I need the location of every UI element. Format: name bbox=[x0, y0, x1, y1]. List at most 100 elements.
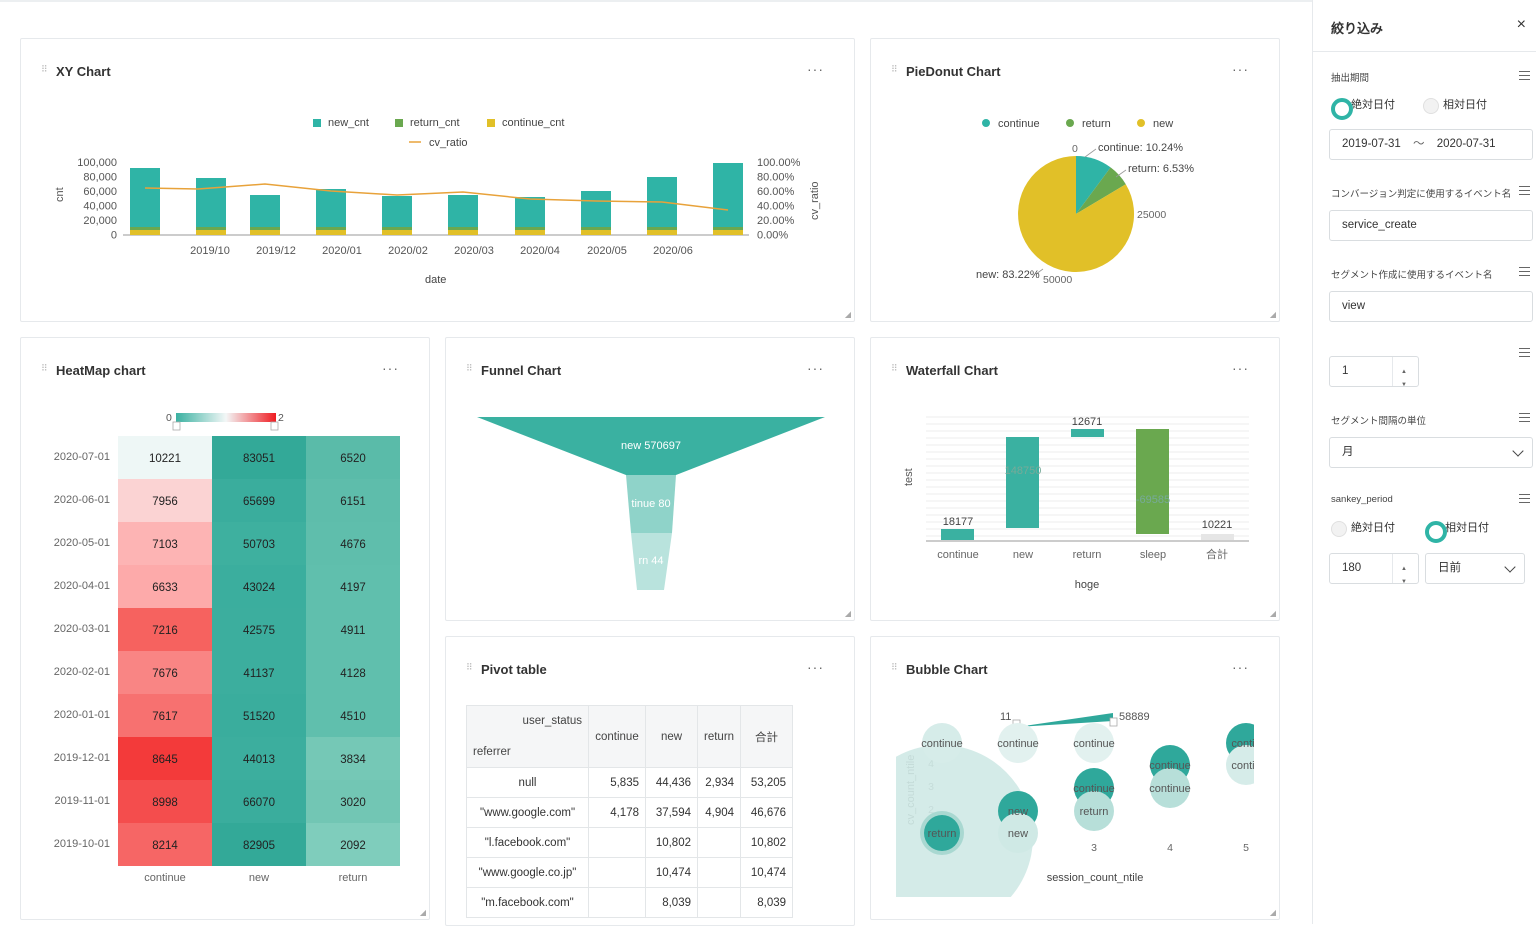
heat-cell[interactable] bbox=[212, 651, 306, 694]
radio-absolute-date[interactable]: 絶対日付 bbox=[1331, 98, 1395, 120]
bar-continue[interactable] bbox=[515, 230, 545, 235]
hamburger-icon[interactable] bbox=[1519, 186, 1530, 195]
waterfall-bar-continue[interactable] bbox=[941, 529, 974, 540]
bar-new[interactable] bbox=[515, 197, 545, 227]
bar-continue[interactable] bbox=[130, 230, 160, 235]
waterfall-bar-return[interactable] bbox=[1071, 429, 1104, 437]
bar-continue[interactable] bbox=[448, 230, 478, 235]
heat-cell[interactable] bbox=[118, 651, 212, 694]
more-menu-icon[interactable]: ··· bbox=[807, 360, 824, 376]
bubble[interactable] bbox=[1074, 791, 1114, 831]
pivot-col-header[interactable]: continue bbox=[588, 705, 646, 768]
heat-cell[interactable] bbox=[118, 694, 212, 737]
bar-new[interactable] bbox=[448, 195, 478, 227]
seg-unit-select[interactable]: 月 bbox=[1329, 437, 1533, 468]
radio-relative-date[interactable]: 相対日付 bbox=[1423, 98, 1487, 114]
pivot-col-header[interactable]: 合計 bbox=[740, 705, 794, 768]
bar-return[interactable] bbox=[581, 227, 611, 230]
hamburger-icon[interactable] bbox=[1519, 71, 1530, 80]
bar-return[interactable] bbox=[250, 227, 280, 230]
pivot-col-header[interactable]: new bbox=[645, 705, 698, 768]
heat-cell[interactable] bbox=[118, 565, 212, 608]
waterfall-bar-sleep[interactable] bbox=[1136, 429, 1169, 534]
heat-cell[interactable] bbox=[212, 780, 306, 823]
bar-return[interactable] bbox=[713, 227, 743, 230]
heat-cell[interactable] bbox=[118, 823, 212, 866]
heat-cell[interactable] bbox=[212, 737, 306, 780]
drag-handle-icon[interactable]: ⠿ bbox=[41, 64, 48, 74]
heat-cell[interactable] bbox=[118, 608, 212, 651]
bar-return[interactable] bbox=[448, 227, 478, 230]
bar-return[interactable] bbox=[196, 227, 226, 230]
radio-sankey-relative[interactable]: 相対日付 bbox=[1425, 521, 1489, 543]
pie-slice-continue[interactable] bbox=[1076, 155, 1111, 214]
sankey-unit-select[interactable]: 日前 bbox=[1425, 553, 1525, 584]
hamburger-icon[interactable] bbox=[1519, 413, 1530, 422]
pivot-col-header[interactable]: return bbox=[696, 705, 742, 768]
cv-event-input[interactable]: service_create bbox=[1329, 210, 1533, 241]
heat-cell[interactable] bbox=[306, 694, 400, 737]
hamburger-icon[interactable] bbox=[1519, 267, 1530, 276]
bar-continue[interactable] bbox=[581, 230, 611, 235]
funnel-stage-new[interactable] bbox=[477, 417, 825, 475]
heat-cell[interactable] bbox=[306, 436, 400, 479]
pie-slice-return[interactable] bbox=[1076, 167, 1126, 214]
heat-cell[interactable] bbox=[306, 522, 400, 565]
more-menu-icon[interactable]: ··· bbox=[1232, 360, 1249, 376]
resize-handle-icon[interactable]: ◢ bbox=[844, 609, 851, 618]
bar-continue[interactable] bbox=[713, 230, 743, 235]
bubble[interactable] bbox=[998, 723, 1038, 763]
bubble[interactable] bbox=[1074, 723, 1114, 763]
bar-new[interactable] bbox=[196, 178, 226, 227]
heat-cell[interactable] bbox=[118, 780, 212, 823]
resize-handle-icon[interactable]: ◢ bbox=[844, 310, 851, 319]
heat-cell[interactable] bbox=[118, 737, 212, 780]
bar-new[interactable] bbox=[130, 168, 160, 227]
pie-slice-new[interactable] bbox=[1018, 156, 1135, 272]
segment-count-stepper[interactable]: 1 ▲ ▼ bbox=[1329, 356, 1419, 388]
heat-cell[interactable] bbox=[212, 436, 306, 479]
heat-cell[interactable] bbox=[212, 694, 306, 737]
bar-new[interactable] bbox=[316, 189, 346, 227]
drag-handle-icon[interactable]: ⠿ bbox=[41, 363, 48, 373]
bar-continue[interactable] bbox=[196, 230, 226, 235]
heat-cell[interactable] bbox=[118, 436, 212, 479]
bubble-scale-handle-max[interactable] bbox=[1109, 717, 1118, 727]
heat-cell[interactable] bbox=[306, 737, 400, 780]
sankey-period-stepper[interactable]: 180 ▲ ▼ bbox=[1329, 553, 1419, 585]
bar-continue[interactable] bbox=[250, 230, 280, 235]
bar-continue[interactable] bbox=[316, 230, 346, 235]
drag-handle-icon[interactable]: ⠿ bbox=[466, 662, 473, 672]
heat-cell[interactable] bbox=[306, 780, 400, 823]
stepper-arrows[interactable]: ▲ ▼ bbox=[1392, 554, 1418, 585]
heat-cell[interactable] bbox=[306, 479, 400, 522]
resize-handle-icon[interactable]: ◢ bbox=[1269, 310, 1276, 319]
bar-return[interactable] bbox=[130, 227, 160, 230]
bubble[interactable] bbox=[1226, 745, 1266, 785]
bar-return[interactable] bbox=[382, 227, 412, 230]
heat-cell[interactable] bbox=[212, 565, 306, 608]
more-menu-icon[interactable]: ··· bbox=[1232, 61, 1249, 77]
bar-new[interactable] bbox=[713, 163, 743, 227]
bar-new[interactable] bbox=[382, 196, 412, 227]
more-menu-icon[interactable]: ··· bbox=[807, 61, 824, 77]
resize-handle-icon[interactable]: ◢ bbox=[1269, 609, 1276, 618]
seg-event-input[interactable]: view bbox=[1329, 291, 1533, 322]
drag-handle-icon[interactable]: ⠿ bbox=[466, 363, 473, 373]
resize-handle-icon[interactable]: ◢ bbox=[419, 908, 426, 917]
waterfall-bar-total[interactable] bbox=[1201, 534, 1234, 540]
drag-handle-icon[interactable]: ⠿ bbox=[891, 64, 898, 74]
radio-sankey-absolute[interactable]: 絶対日付 bbox=[1331, 521, 1395, 537]
heat-cell[interactable] bbox=[118, 479, 212, 522]
date-range-input[interactable]: 2019-07-31 ～ 2020-07-31 bbox=[1329, 129, 1533, 160]
more-menu-icon[interactable]: ··· bbox=[1232, 659, 1249, 675]
bar-continue[interactable] bbox=[382, 230, 412, 235]
heat-cell[interactable] bbox=[212, 608, 306, 651]
bubble[interactable] bbox=[998, 813, 1038, 853]
close-icon[interactable]: × bbox=[1516, 16, 1526, 33]
bar-return[interactable] bbox=[515, 227, 545, 230]
hamburger-icon[interactable] bbox=[1519, 348, 1530, 357]
bar-return[interactable] bbox=[316, 227, 346, 230]
heat-cell[interactable] bbox=[306, 565, 400, 608]
heat-cell[interactable] bbox=[306, 823, 400, 866]
